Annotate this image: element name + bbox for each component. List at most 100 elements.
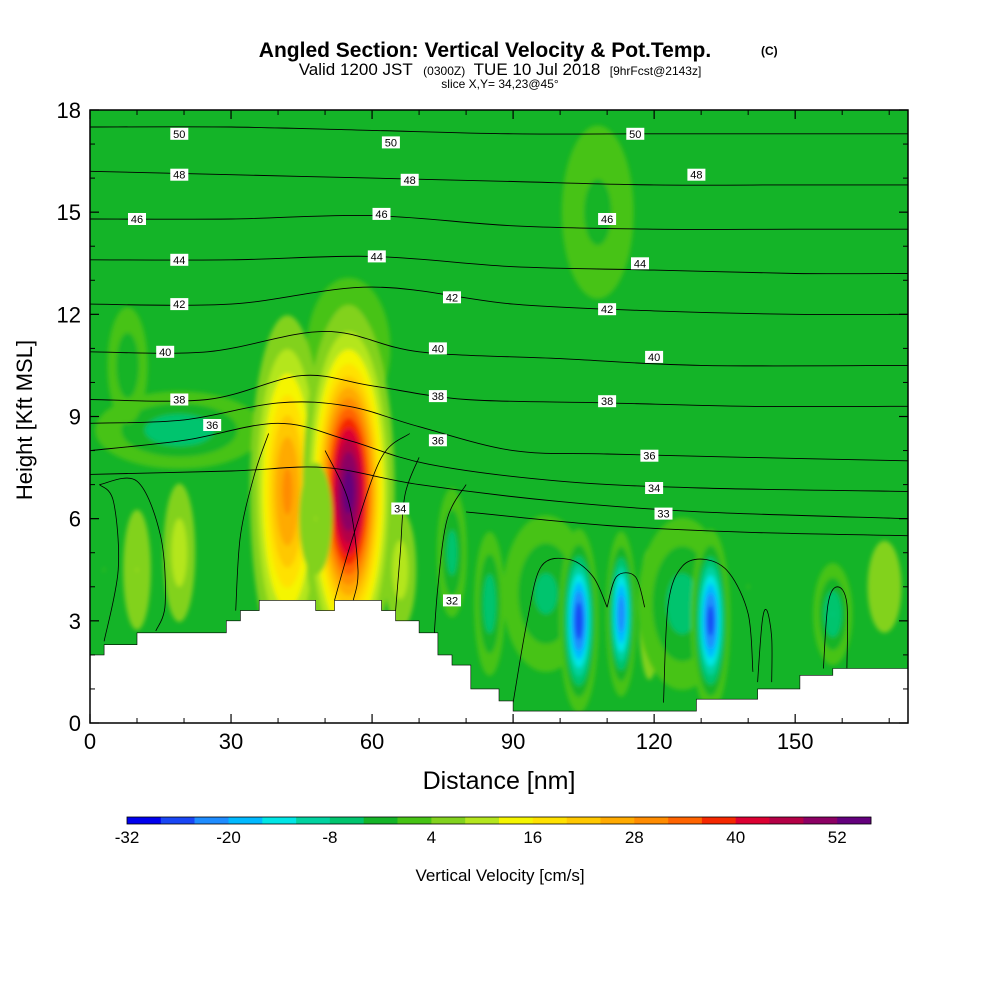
velocity-contour	[823, 586, 849, 669]
velocity-band	[617, 595, 625, 633]
contour-label-box	[400, 173, 419, 186]
velocity-band	[584, 179, 612, 246]
colorbar-tick-label: 16	[523, 828, 542, 847]
contour-label-33: 33	[654, 507, 673, 521]
y-tick-label: 6	[69, 507, 81, 532]
contour-label-50: 50	[381, 136, 400, 149]
velocity-band	[116, 332, 139, 398]
colorbar-swatch	[228, 817, 263, 824]
contour-label-box	[156, 345, 175, 358]
velocity-contour	[606, 572, 646, 608]
y-tick-label: 15	[57, 200, 81, 225]
contour-label-box	[170, 127, 189, 140]
contour-label-text: 44	[173, 255, 185, 267]
colorbar-frame	[126, 816, 872, 825]
velocity-cell	[561, 125, 634, 299]
velocity-cell	[384, 509, 417, 630]
colorbar-swatch	[566, 817, 601, 824]
x-tick-label: 150	[777, 729, 814, 754]
contour-label-text: 44	[634, 258, 646, 270]
y-tick-label: 0	[69, 711, 81, 736]
colorbar-swatch	[363, 817, 398, 824]
contour-label-box	[170, 168, 189, 181]
contour-label-box	[381, 136, 400, 149]
velocity-band	[171, 518, 188, 587]
contour-label-38: 38	[170, 393, 189, 407]
contour-label-box	[428, 434, 447, 447]
contour-label-box	[645, 482, 664, 494]
colorbar-swatch	[499, 817, 534, 824]
velocity-cell	[103, 567, 105, 572]
velocity-band	[747, 584, 749, 589]
colorbar-swatch	[735, 817, 770, 824]
isentrope-46	[90, 214, 908, 230]
velocity-cell	[606, 531, 637, 697]
velocity-band	[103, 567, 105, 572]
contour-label-box	[372, 207, 391, 220]
y-tick-label: 3	[69, 609, 81, 634]
colorbar-swatch	[803, 817, 838, 824]
contour-label-46: 46	[372, 207, 391, 221]
contour-label-48: 48	[400, 173, 419, 187]
contour-label-38: 38	[428, 390, 447, 403]
contour-label-36: 36	[203, 419, 222, 432]
contour-label-box	[645, 350, 664, 363]
velocity-band	[832, 612, 834, 616]
subtitle-date: TUE 10 Jul 2018	[474, 60, 601, 79]
contour-label-46: 46	[128, 213, 146, 226]
colorbar-tick-label: 28	[625, 828, 644, 847]
x-tick-label: 30	[219, 729, 243, 754]
velocity-band	[666, 573, 698, 635]
contour-label-text: 42	[173, 299, 185, 311]
x-axis-label: Distance [nm]	[423, 767, 576, 795]
colorbar-tick-label: 40	[726, 828, 745, 847]
y-tick-label: 18	[57, 98, 81, 123]
colorbar-swatch	[329, 817, 364, 824]
colorbar-swatch	[127, 817, 162, 824]
colorbar-tick-label: 52	[828, 828, 847, 847]
contour-label-text: 48	[690, 170, 702, 182]
contour-label-44: 44	[631, 257, 649, 270]
colorbar-swatch	[600, 817, 635, 824]
contour-label-text: 40	[432, 343, 444, 355]
contour-label-48: 48	[170, 168, 189, 182]
contour-label-text: 42	[601, 304, 613, 316]
velocity-cell	[691, 529, 731, 713]
contour-label-box	[640, 449, 659, 462]
colorbar-swatch	[634, 817, 669, 824]
contour-label-text: 46	[131, 214, 143, 226]
colorbar-swatch	[262, 817, 297, 824]
colorbar-swatch	[160, 817, 195, 824]
y-tick-label: 12	[57, 302, 81, 327]
colorbar: -32 -20 -8 4 16 28 40 52	[115, 816, 872, 847]
contour-label-44: 44	[367, 250, 386, 263]
isentrope-32	[466, 511, 908, 537]
contour-label-box	[391, 502, 410, 515]
contour-label-box	[428, 342, 447, 355]
velocity-contour	[235, 433, 269, 611]
colorbar-tick-label: 4	[427, 828, 436, 847]
chart-title: Angled Section: Vertical Velocity & Pot.…	[259, 39, 711, 62]
velocity-cell	[437, 488, 467, 618]
velocity-band	[315, 516, 317, 521]
velocity-contour	[334, 433, 410, 601]
contour-label-box	[598, 303, 617, 316]
velocity-contour	[432, 484, 467, 652]
contour-label-text: 48	[404, 175, 416, 187]
velocity-band	[282, 467, 293, 515]
velocity-contour	[512, 557, 608, 703]
contour-label-text: 40	[159, 347, 171, 359]
contour-label-50: 50	[170, 127, 189, 141]
contour-label-text: 46	[375, 209, 387, 221]
contour-label-text: 40	[648, 352, 660, 364]
contour-label-text: 34	[648, 483, 660, 495]
x-tick-label: 60	[360, 729, 384, 754]
contour-label-box	[631, 257, 649, 270]
isentrope-44	[90, 255, 908, 275]
contour-label-box	[170, 393, 189, 406]
contour-label-box	[170, 253, 189, 266]
velocity-band	[392, 540, 409, 600]
velocity-contour	[395, 457, 420, 611]
